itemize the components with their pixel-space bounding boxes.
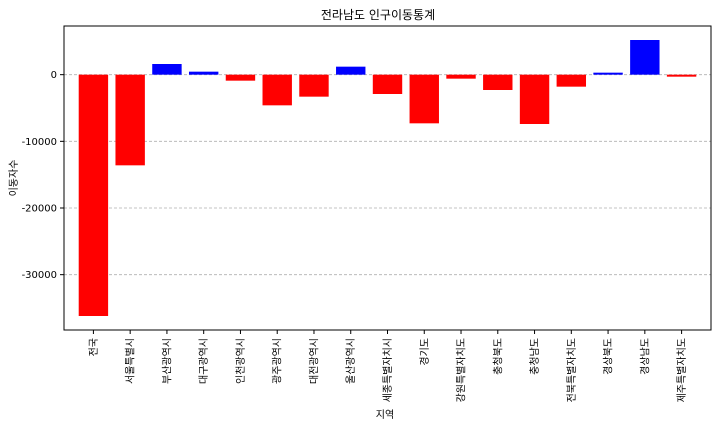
x-tick-label: 충청북도 bbox=[492, 338, 504, 375]
x-tick-label: 대구광역시 bbox=[198, 338, 210, 384]
x-tick-label: 울산광역시 bbox=[345, 338, 357, 384]
bar-7 bbox=[336, 66, 366, 75]
x-axis-ticks: 전국 서울특별시 부산광역시 대구광역시 인천광역시 광주광역시 대전광역시 울산광역시 세종특… bbox=[88, 330, 688, 402]
x-tick-label: 서울특별시 bbox=[125, 338, 137, 384]
y-tick-label: -10000 bbox=[22, 137, 57, 148]
bar-2 bbox=[152, 64, 182, 75]
x-tick-label: 대전광역시 bbox=[308, 338, 320, 384]
y-tick-label: -20000 bbox=[22, 204, 57, 215]
x-tick-label: 전국 bbox=[88, 338, 100, 356]
y-tick-label: 0 bbox=[51, 70, 57, 81]
x-tick-label: 강원특별자치도 bbox=[456, 338, 468, 402]
bar-4 bbox=[225, 74, 256, 81]
bar-10 bbox=[446, 74, 476, 79]
x-tick-label: 제주특별자치도 bbox=[676, 338, 688, 402]
bar-0 bbox=[78, 74, 109, 317]
x-tick-label: 세종특별자치시 bbox=[382, 338, 394, 402]
bar-13 bbox=[556, 74, 587, 87]
x-tick-label: 인천광역시 bbox=[235, 338, 247, 384]
bar-16 bbox=[666, 74, 697, 77]
bar-15 bbox=[630, 40, 660, 75]
bar-5 bbox=[262, 74, 292, 106]
x-tick-label: 경상북도 bbox=[602, 338, 615, 375]
bar-3 bbox=[188, 71, 219, 75]
bar-12 bbox=[519, 74, 550, 124]
bar-1 bbox=[115, 74, 145, 166]
x-tick-label: 광주광역시 bbox=[272, 338, 284, 384]
x-tick-label: 부산광역시 bbox=[161, 338, 173, 384]
x-tick-label: 충청남도 bbox=[529, 338, 541, 375]
bar-14 bbox=[593, 72, 623, 75]
bars bbox=[78, 40, 697, 317]
y-axis-label: 이동자수 bbox=[8, 160, 20, 197]
grid-lines bbox=[64, 74, 711, 276]
bar-9 bbox=[409, 74, 439, 124]
bar-8 bbox=[372, 74, 403, 94]
y-axis-ticks: 0 -10000 -20000 -30000 bbox=[22, 70, 64, 281]
chart-title: 전라남도 인구이동통계 bbox=[321, 8, 435, 22]
bar-11 bbox=[483, 74, 513, 90]
x-tick-label: 전북특별자치도 bbox=[566, 338, 578, 402]
x-tick-label: 경상남도 bbox=[638, 338, 651, 375]
x-axis-label: 지역 bbox=[376, 409, 394, 421]
x-tick-label: 경기도 bbox=[418, 338, 431, 366]
bar-6 bbox=[299, 74, 329, 97]
y-tick-label: -30000 bbox=[22, 270, 57, 281]
